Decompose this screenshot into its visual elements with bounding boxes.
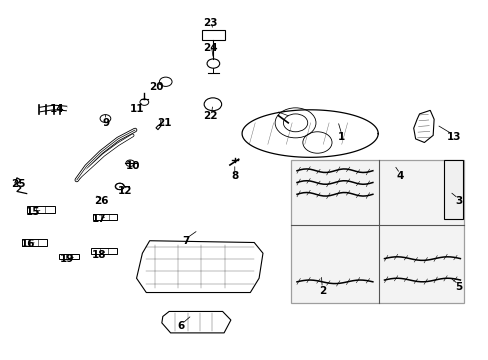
Text: 7: 7 <box>182 236 189 246</box>
Bar <box>202 30 224 40</box>
Text: 22: 22 <box>203 111 217 121</box>
Text: 10: 10 <box>125 161 140 171</box>
Text: 12: 12 <box>118 186 132 196</box>
Text: 23: 23 <box>203 18 217 28</box>
Bar <box>290 160 463 303</box>
Text: 21: 21 <box>157 118 171 128</box>
Text: 9: 9 <box>102 118 109 128</box>
Bar <box>59 253 79 259</box>
Text: 20: 20 <box>148 82 163 92</box>
Text: 25: 25 <box>11 179 25 189</box>
Text: 16: 16 <box>21 239 35 249</box>
Text: 18: 18 <box>91 250 106 260</box>
Text: 14: 14 <box>50 104 64 113</box>
Text: 8: 8 <box>231 171 238 181</box>
Text: 11: 11 <box>130 104 144 113</box>
Text: 6: 6 <box>177 321 184 332</box>
Text: 26: 26 <box>94 197 108 206</box>
Text: 4: 4 <box>396 171 403 181</box>
Text: 13: 13 <box>446 132 460 142</box>
Text: 5: 5 <box>454 282 461 292</box>
Text: 17: 17 <box>91 214 106 224</box>
Text: 24: 24 <box>203 43 217 53</box>
Bar <box>443 160 462 219</box>
Text: 1: 1 <box>337 132 345 142</box>
Bar <box>22 239 47 246</box>
Text: 3: 3 <box>454 197 461 206</box>
Text: 19: 19 <box>60 253 74 264</box>
Bar <box>27 206 55 213</box>
Text: 15: 15 <box>26 207 40 217</box>
Text: 2: 2 <box>318 286 325 296</box>
Bar <box>93 213 117 220</box>
Bar <box>91 248 116 254</box>
